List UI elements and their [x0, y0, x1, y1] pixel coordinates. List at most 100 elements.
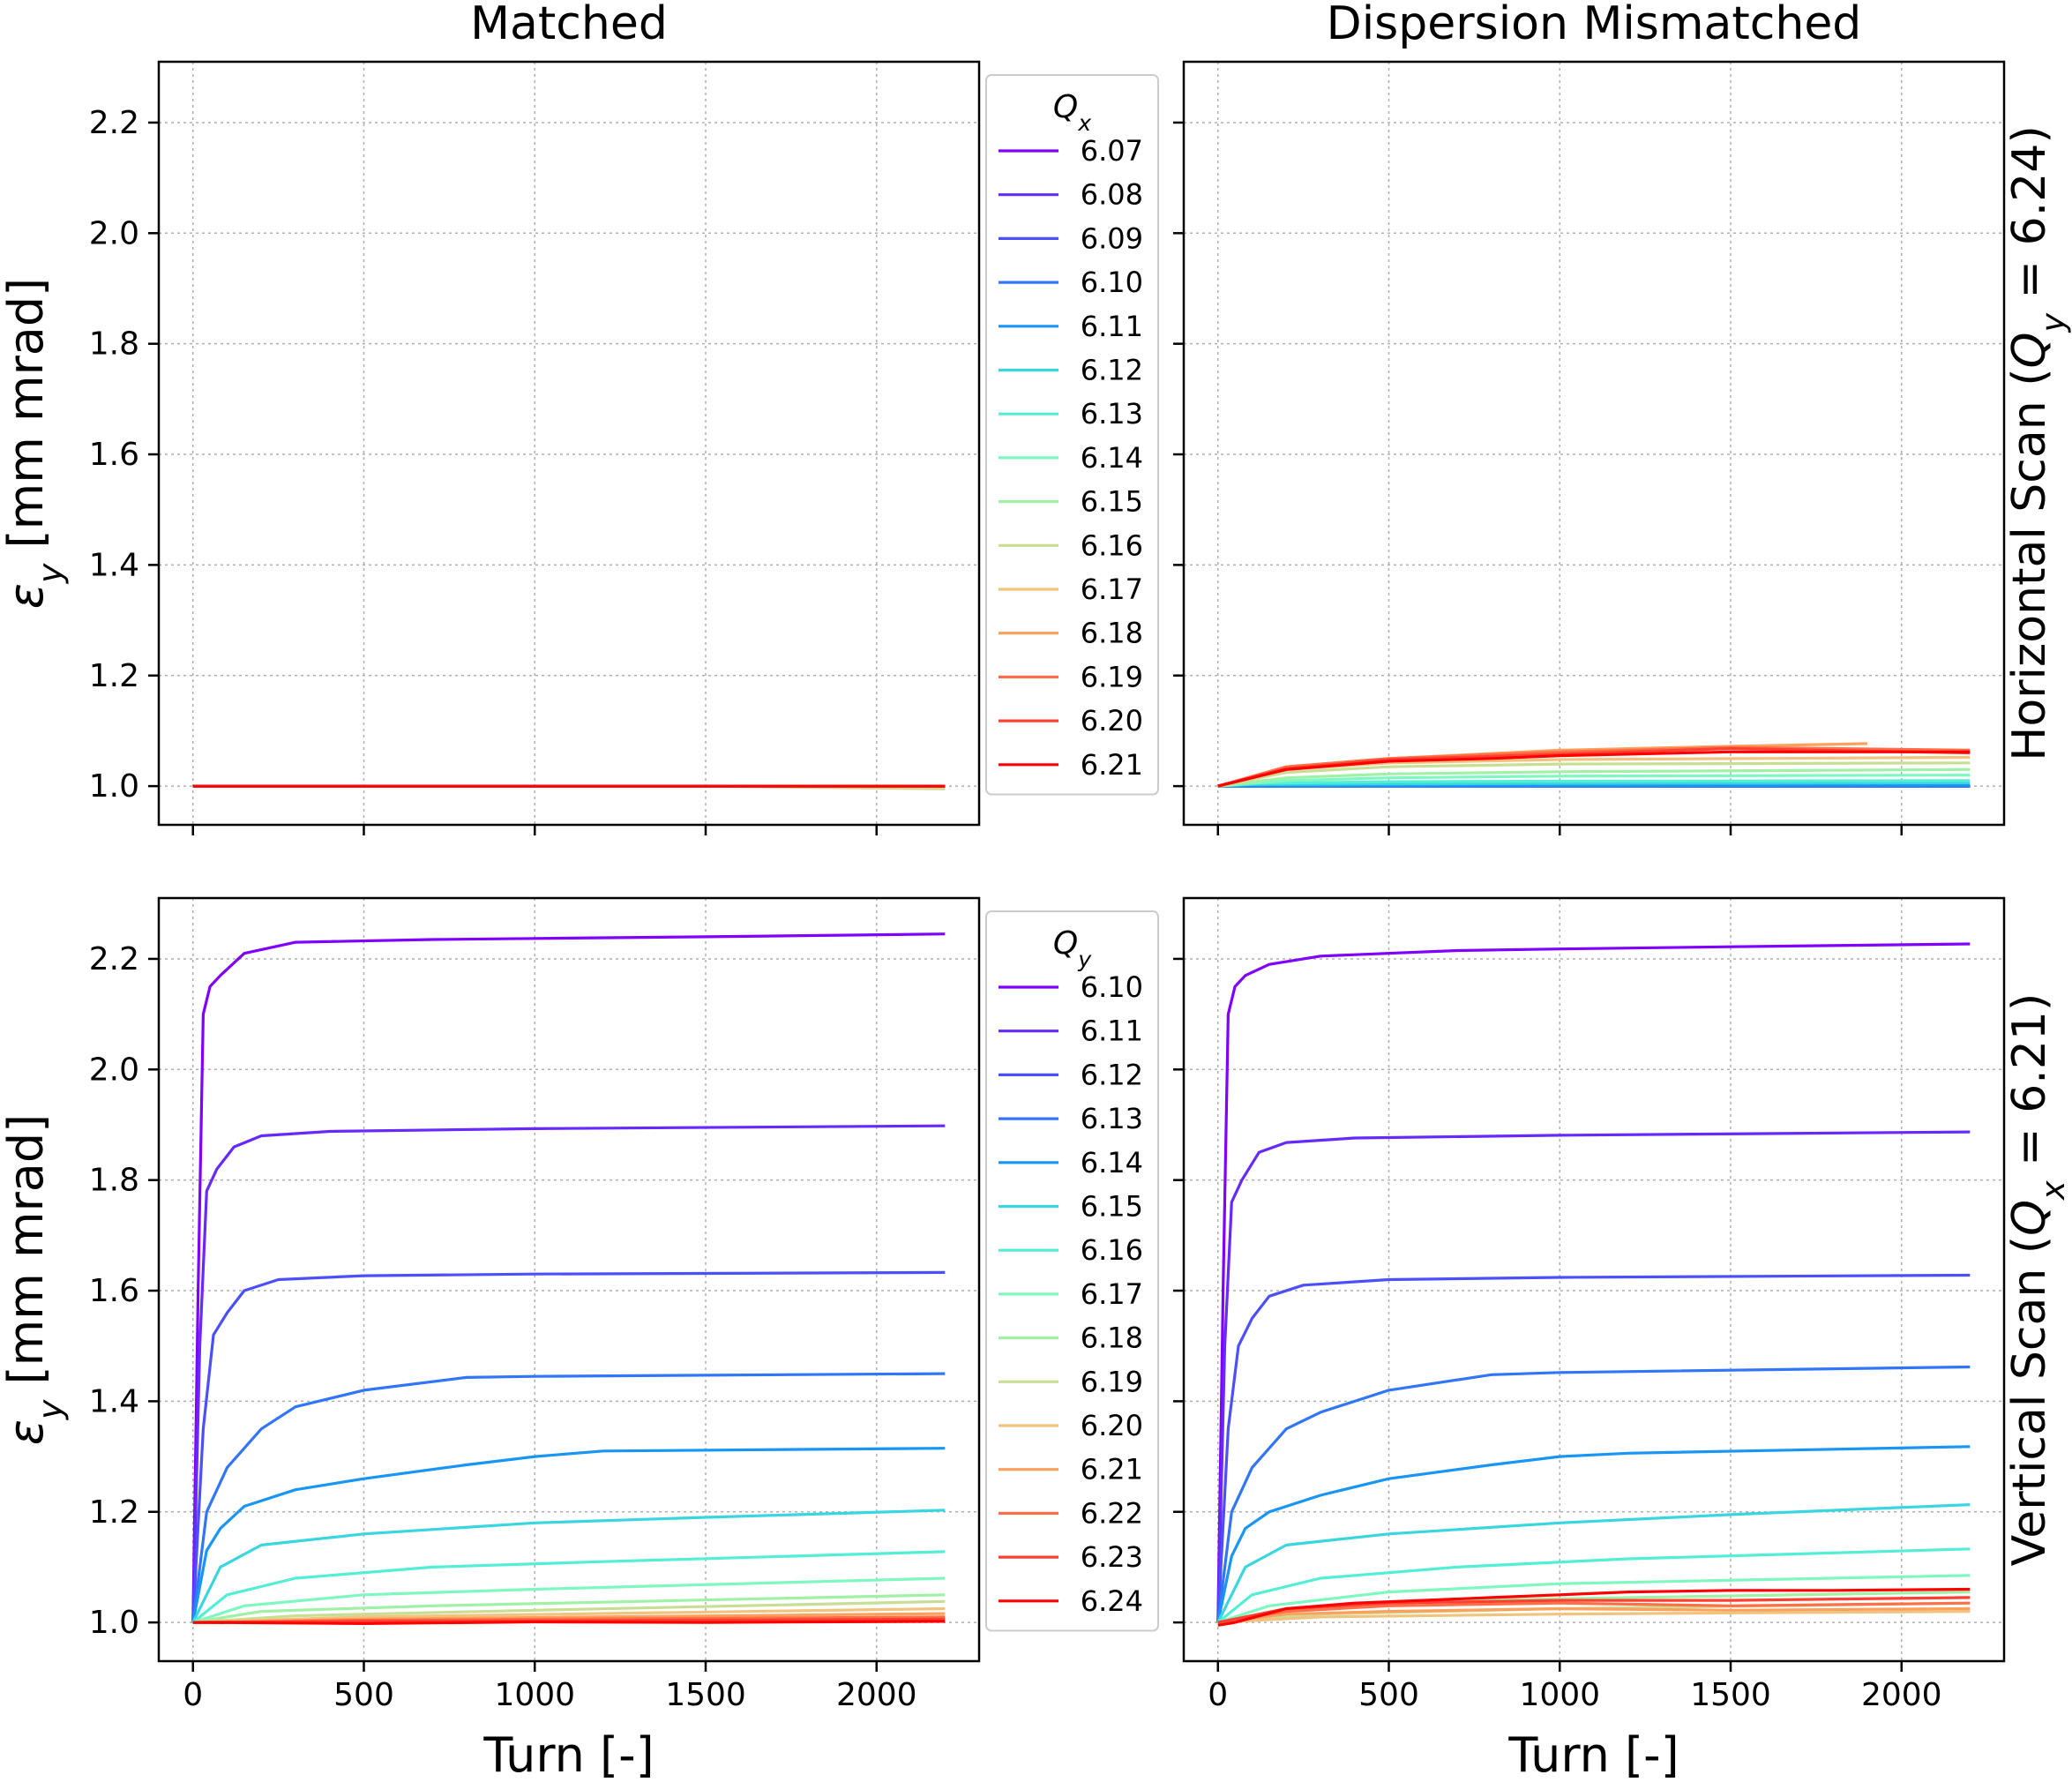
row-title: Horizontal Scan (Qy = 6.24)	[2003, 125, 2072, 760]
legend-entry-label: 6.09	[1081, 221, 1143, 255]
legend-entry-label: 6.23	[1081, 1540, 1143, 1574]
x-tick-label: 1000	[1519, 1677, 1600, 1713]
axes-frame	[1182, 60, 2006, 827]
legend-entry-label: 6.22	[1081, 1496, 1143, 1530]
x-axis-title: Turn [-]	[482, 1727, 654, 1782]
legend-entry-label: 6.17	[1081, 573, 1143, 606]
y-axis-title: εy [mm mrad]	[0, 278, 70, 609]
legend-entry-label: 6.14	[1081, 441, 1143, 475]
y-tick-label: 2.0	[89, 1052, 139, 1088]
series-line-6.11	[1217, 783, 1971, 788]
panel-bottom-right: 0 500 1000 1500 2000	[1173, 896, 2006, 1713]
legend-entry-label: 6.11	[1081, 1015, 1143, 1048]
series-line-6.12	[1216, 1273, 1971, 1623]
legend-entry-label: 6.17	[1081, 1277, 1143, 1311]
panel-top-left: 1.0 1.2 1.4 1.6 1.8 2.0 2.2 Qx6.07 6.08 6.09 6.10 6…	[89, 60, 1159, 835]
series-line-6.19	[192, 1599, 946, 1624]
series-line-6.10	[1216, 942, 1971, 1623]
legend: Qy6.10 6.11 6.12 6.13 6.14 6.15 6.16 6.17 6.18 6.…	[985, 910, 1159, 1632]
x-tick-label: 500	[1358, 1677, 1419, 1713]
legend-entry-label: 6.08	[1081, 178, 1143, 212]
legend-entry-label: 6.11	[1081, 310, 1143, 343]
legend-box	[985, 910, 1159, 1632]
y-tick-label: 1.0	[89, 768, 139, 805]
series-line-6.15	[1216, 1503, 1971, 1623]
series-line-6.20	[1217, 1610, 1971, 1624]
legend-entry-label: 6.16	[1081, 1233, 1143, 1267]
series-line-6.14	[191, 1447, 946, 1623]
axes-frame	[1182, 896, 2006, 1663]
series-line-6.15	[191, 1509, 946, 1623]
axes-frame	[157, 60, 981, 827]
legend-entry-label: 6.21	[1081, 748, 1143, 782]
series-line-6.11	[1216, 1130, 1971, 1623]
legend-entry-label: 6.13	[1081, 1102, 1143, 1135]
series-line-6.11	[191, 1124, 946, 1623]
legend-entry-label: 6.20	[1081, 704, 1143, 738]
legend-entry-label: 6.15	[1081, 485, 1143, 519]
series-line-6.14	[1217, 773, 1971, 788]
x-tick-label: 0	[1208, 1677, 1228, 1713]
legend-entry-label: 6.18	[1081, 1322, 1143, 1355]
series-line-6.16	[1217, 761, 1971, 788]
y-tick-label: 2.2	[89, 941, 139, 977]
y-tick-label: 1.4	[89, 1383, 139, 1419]
x-tick-label: 0	[183, 1677, 203, 1713]
series-line-6.17	[192, 1576, 946, 1624]
x-tick-label: 2000	[1861, 1677, 1942, 1713]
column-title: Matched	[470, 0, 668, 50]
series-line-6.14	[1216, 1445, 1971, 1623]
series-line-6.13	[191, 1372, 946, 1623]
row-title: Vertical Scan (Qx = 6.21)	[2003, 993, 2072, 1567]
y-tick-label: 1.4	[89, 547, 139, 583]
y-tick-label: 2.0	[89, 215, 139, 251]
series-line-6.16	[1216, 1547, 1971, 1624]
series-line-6.10	[191, 932, 946, 1623]
legend-entry-label: 6.16	[1081, 528, 1143, 562]
legend-entry-label: 6.24	[1081, 1584, 1143, 1618]
legend-entry-label: 6.10	[1081, 970, 1143, 1004]
legend-entry-label: 6.07	[1081, 134, 1143, 168]
y-tick-label: 1.6	[89, 1273, 139, 1309]
y-tick-label: 1.2	[89, 658, 139, 694]
series-line-6.17	[1217, 1574, 1971, 1624]
legend-box	[985, 74, 1159, 796]
legend-entry-label: 6.18	[1081, 617, 1143, 650]
legend-entry-label: 6.14	[1081, 1146, 1143, 1179]
series-line-6.21	[1217, 750, 1971, 788]
y-tick-label: 1.0	[89, 1605, 139, 1641]
y-axis-title: εy [mm mrad]	[0, 1114, 70, 1445]
series-line-6.21	[1217, 1606, 1971, 1624]
y-tick-label: 1.2	[89, 1494, 139, 1531]
series-line-6.12	[191, 1270, 946, 1623]
legend-title: Qx	[1053, 89, 1092, 136]
x-tick-label: 1500	[665, 1677, 746, 1713]
legend-entry-label: 6.12	[1081, 354, 1143, 387]
panel-top-right	[1173, 60, 2006, 835]
legend-entry-label: 6.13	[1081, 397, 1143, 431]
legend-entry-label: 6.19	[1081, 660, 1143, 693]
column-title: Dispersion Mismatched	[1327, 0, 1862, 50]
legend-entry-label: 6.12	[1081, 1058, 1143, 1091]
legend-entry-label: 6.20	[1081, 1409, 1143, 1442]
series-line-6.18	[192, 1593, 946, 1624]
legend: Qx6.07 6.08 6.09 6.10 6.11 6.12 6.13 6.14 6.15 6.…	[985, 74, 1159, 796]
y-tick-label: 1.8	[89, 326, 139, 363]
x-tick-label: 1500	[1690, 1677, 1771, 1713]
y-tick-label: 1.6	[89, 437, 139, 473]
y-tick-label: 1.8	[89, 1163, 139, 1199]
legend-entry-label: 6.19	[1081, 1365, 1143, 1398]
x-tick-label: 2000	[836, 1677, 917, 1713]
x-tick-label: 1000	[494, 1677, 575, 1713]
legend-entry-label: 6.10	[1081, 266, 1143, 299]
x-axis-title: Turn [-]	[1507, 1727, 1679, 1782]
series-line-6.24	[192, 1620, 946, 1626]
series-line-6.16	[191, 1550, 946, 1624]
legend-entry-label: 6.21	[1081, 1453, 1143, 1486]
legend-title: Qy	[1053, 925, 1092, 972]
axes-frame	[157, 896, 981, 1663]
legend-entry-label: 6.15	[1081, 1190, 1143, 1224]
series-line-6.24	[1217, 1587, 1971, 1627]
